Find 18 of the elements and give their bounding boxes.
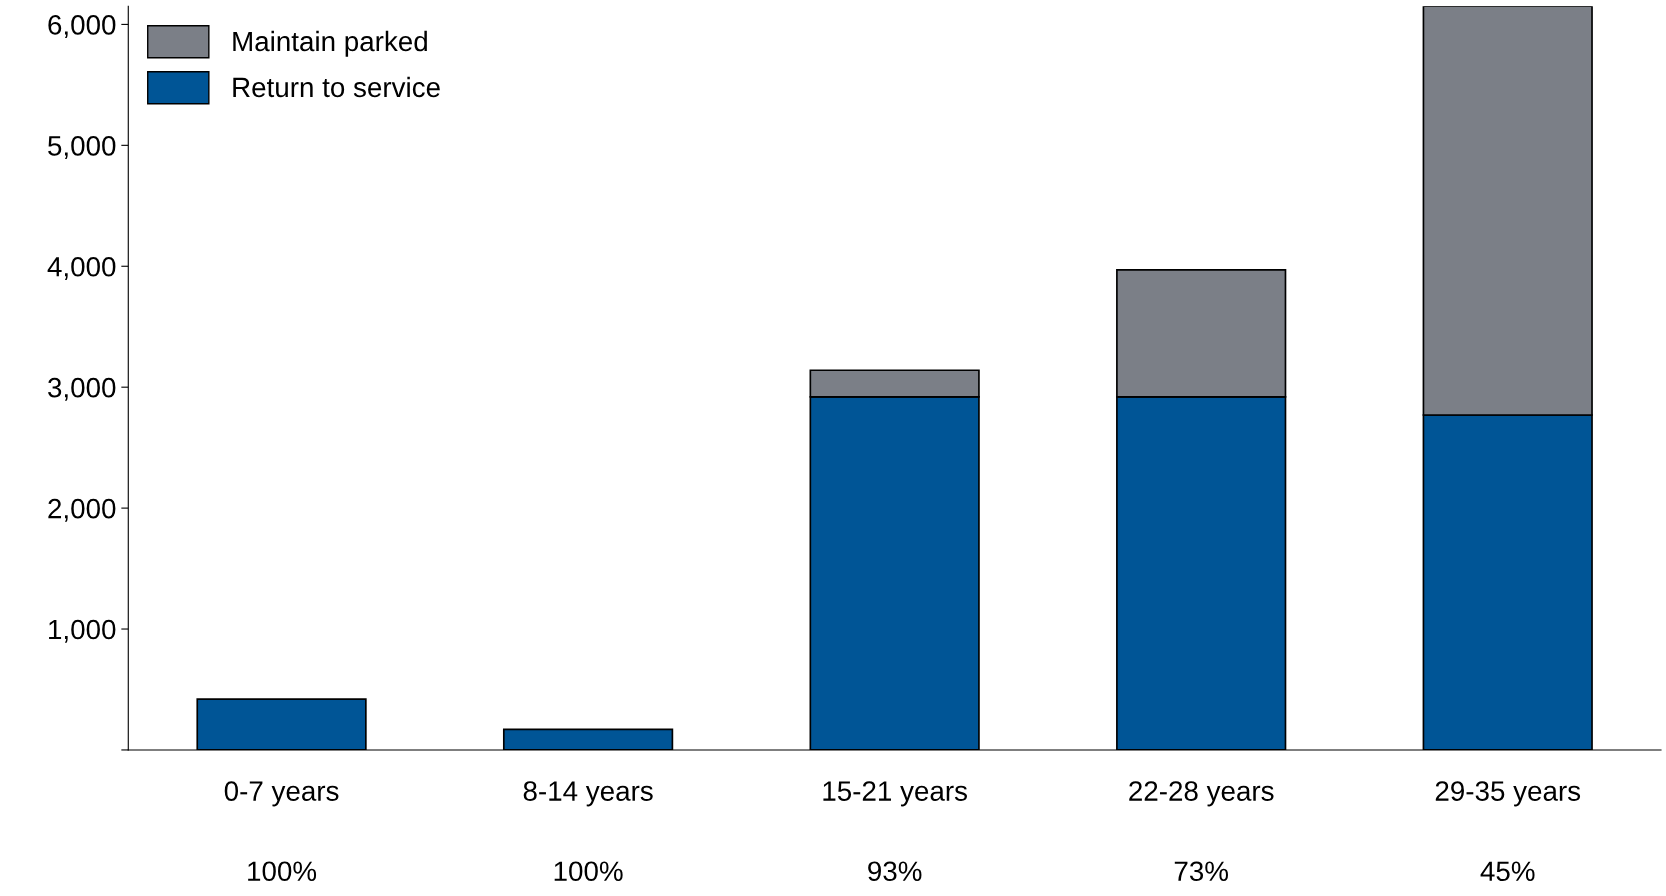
text: 93% <box>868 861 922 882</box>
x-tick-label: 0-7 years <box>224 781 339 807</box>
y-tick-label: 3,000 <box>48 377 116 401</box>
legend-label: Maintain parked <box>233 30 427 57</box>
text: 100% <box>554 861 623 882</box>
text: 73% <box>1174 861 1228 882</box>
legend-label: Return to service <box>233 76 440 98</box>
y-tick-label: 1,000 <box>49 619 116 643</box>
x-tick-label: 8-14 years <box>523 781 653 807</box>
y-tick-label: 5,000 <box>48 136 116 159</box>
x-tick-label: 15-21 years <box>823 781 967 807</box>
text: 100% <box>248 861 317 882</box>
y-tick-label: 4,000 <box>47 256 116 280</box>
x-tick-label: 22-28 years <box>1129 781 1274 807</box>
y-tick-label: 6,000 <box>48 15 116 39</box>
y-tick-label: 2,000 <box>48 498 116 522</box>
x-tick-label: 29-35 years <box>1435 781 1581 807</box>
text: 45% <box>1480 861 1535 882</box>
